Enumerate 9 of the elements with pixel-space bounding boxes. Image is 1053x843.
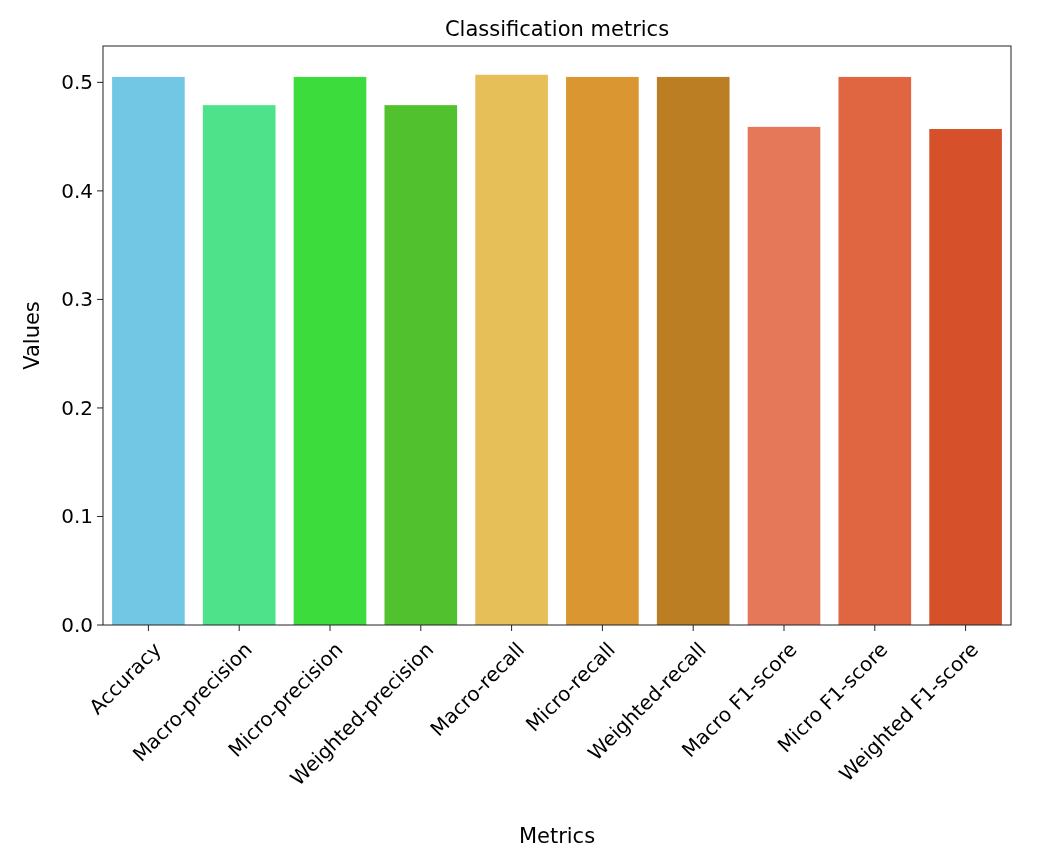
chart-title: Classification metrics xyxy=(444,17,670,41)
y-tick-label: 0.3 xyxy=(61,287,93,312)
y-tick-label: 0.2 xyxy=(61,395,93,420)
y-tick-label: 0.4 xyxy=(61,178,93,203)
y-tick-label: 0.0 xyxy=(61,613,93,637)
y-tick-label: 0.5 xyxy=(61,70,93,95)
y-tick-label: 0.1 xyxy=(61,504,93,529)
y-axis-title: Values xyxy=(20,301,44,370)
x-axis-title: Metrics xyxy=(518,824,596,843)
